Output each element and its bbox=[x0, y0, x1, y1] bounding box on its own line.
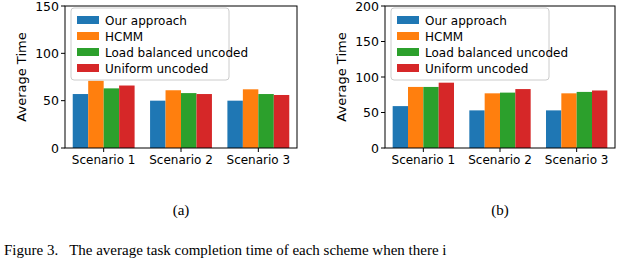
legend-label: Load balanced uncoded bbox=[105, 46, 248, 60]
chart: 0 50 100 150 Scenario 1 Scenario 2 Scenario 3 A… bbox=[14, 0, 297, 219]
tick-mark bbox=[258, 148, 259, 152]
legend-swatch bbox=[397, 32, 419, 40]
plot-frame bbox=[385, 6, 615, 148]
tick-label: 0 bbox=[51, 141, 59, 156]
tick-label: 50 bbox=[363, 105, 379, 120]
axis-label: Average Time bbox=[334, 32, 349, 121]
bar bbox=[393, 106, 408, 148]
bar bbox=[258, 94, 273, 148]
tick-mark bbox=[381, 6, 385, 7]
bar bbox=[561, 93, 576, 148]
tick-label: 150 bbox=[35, 0, 59, 14]
category-label: Scenario 2 bbox=[149, 153, 213, 167]
legend-box bbox=[71, 8, 229, 80]
tick-label: 100 bbox=[35, 46, 59, 61]
bar bbox=[73, 94, 88, 148]
legend-label: Uniform uncoded bbox=[105, 62, 208, 76]
bar bbox=[577, 92, 592, 148]
tick-mark bbox=[381, 148, 385, 149]
bars bbox=[393, 83, 608, 148]
legend-label: Our approach bbox=[105, 14, 187, 28]
legend: Our approach HCMM Load balanced uncoded Uni… bbox=[71, 8, 248, 80]
tick-mark bbox=[500, 148, 501, 152]
bar bbox=[88, 81, 103, 148]
legend-label: Load balanced uncoded bbox=[425, 46, 568, 60]
tick-mark bbox=[61, 148, 65, 149]
bar bbox=[592, 90, 607, 148]
bar bbox=[515, 89, 530, 148]
tick-label: 150 bbox=[355, 34, 379, 49]
tick-mark bbox=[576, 148, 577, 152]
category-label: Scenario 2 bbox=[468, 153, 532, 167]
chart: 0 50 100 150 200 Scenario 1 Scenario 2 Scenario… bbox=[334, 0, 615, 219]
legend-box bbox=[391, 8, 549, 80]
bar bbox=[227, 101, 242, 148]
plot-frame bbox=[65, 6, 297, 148]
legend-label: Uniform uncoded bbox=[425, 62, 528, 76]
tick-mark bbox=[61, 53, 65, 54]
tick-mark bbox=[103, 148, 104, 152]
tick-mark bbox=[381, 112, 385, 113]
legend-swatch bbox=[77, 48, 99, 56]
tick-label: 0 bbox=[371, 141, 379, 156]
figure: 0 50 100 150 Scenario 1 Scenario 2 Scenario 3 A… bbox=[0, 0, 640, 267]
axis-label: Average Time bbox=[14, 32, 29, 121]
tick-mark bbox=[61, 100, 65, 101]
bar bbox=[408, 87, 423, 148]
category-label: Scenario 1 bbox=[72, 153, 136, 167]
bar bbox=[485, 93, 500, 148]
legend-label: HCMM bbox=[105, 30, 143, 44]
legend-swatch bbox=[77, 32, 99, 40]
caption: Figure 3. The average task completion ti… bbox=[4, 242, 446, 258]
tick-label: 100 bbox=[355, 70, 379, 85]
legend-label: Our approach bbox=[425, 14, 507, 28]
tick-mark bbox=[381, 77, 385, 78]
bar bbox=[469, 110, 484, 148]
bar bbox=[274, 95, 289, 148]
tick-label: 200 bbox=[355, 0, 379, 14]
tick-label: 50 bbox=[43, 93, 59, 108]
tick-mark bbox=[61, 6, 65, 7]
category-label: Scenario 3 bbox=[227, 153, 291, 167]
bar bbox=[546, 110, 561, 148]
legend-swatch bbox=[77, 64, 99, 72]
bar bbox=[439, 83, 454, 148]
bars bbox=[73, 81, 290, 148]
bar bbox=[150, 101, 165, 148]
category-label: Scenario 1 bbox=[392, 153, 456, 167]
tick-mark bbox=[381, 41, 385, 42]
tick-mark bbox=[181, 148, 182, 152]
bar bbox=[196, 94, 211, 148]
legend-swatch bbox=[397, 48, 419, 56]
bar bbox=[166, 90, 181, 148]
legend: Our approach HCMM Load balanced uncoded Uni… bbox=[391, 8, 568, 80]
legend-label: HCMM bbox=[425, 30, 463, 44]
legend-swatch bbox=[77, 16, 99, 24]
bar bbox=[500, 93, 515, 148]
legend-swatch bbox=[397, 16, 419, 24]
bar bbox=[243, 89, 258, 148]
category-label: Scenario 3 bbox=[545, 153, 609, 167]
bar bbox=[423, 87, 438, 148]
tick-mark bbox=[423, 148, 424, 152]
bar bbox=[119, 86, 134, 148]
subfigure-label: (b) bbox=[491, 202, 509, 219]
bar bbox=[181, 93, 196, 148]
bar bbox=[104, 88, 119, 148]
subfigure-label: (a) bbox=[173, 202, 190, 219]
legend-swatch bbox=[397, 64, 419, 72]
